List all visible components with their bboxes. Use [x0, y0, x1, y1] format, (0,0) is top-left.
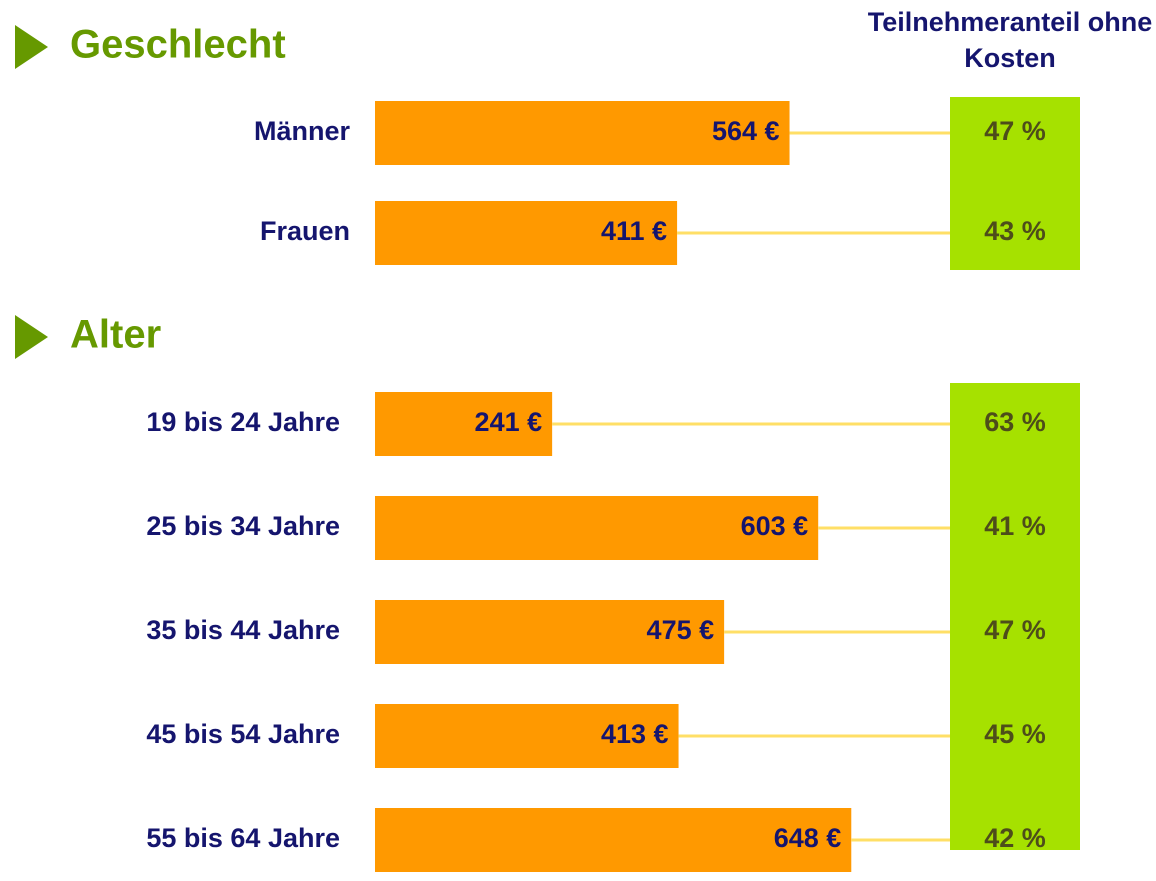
value-label: 411 €: [601, 216, 667, 246]
section-title: Alter: [70, 313, 161, 357]
bar: [375, 600, 725, 664]
value-label: 475 €: [647, 615, 715, 645]
share-column: [950, 383, 1080, 850]
category-label: 45 bis 54 Jahre: [146, 719, 340, 749]
share-label: 45 %: [984, 719, 1046, 749]
value-label: 413 €: [601, 719, 669, 749]
bar: [375, 496, 819, 560]
value-label: 648 €: [774, 823, 842, 853]
category-label: 35 bis 44 Jahre: [146, 615, 340, 645]
category-label: 25 bis 34 Jahre: [146, 511, 340, 541]
section-marker: [15, 315, 48, 359]
share-label: 47 %: [984, 116, 1046, 146]
value-label: 241 €: [475, 407, 543, 437]
share-label: 42 %: [984, 823, 1046, 853]
bar: [375, 704, 679, 768]
section-marker: [15, 25, 48, 69]
share-label: 47 %: [984, 615, 1046, 645]
bar: [375, 201, 678, 265]
share-column: [950, 97, 1080, 270]
value-label: 603 €: [741, 511, 809, 541]
column-title: Teilnehmeranteil ohne Kosten: [867, 7, 1153, 73]
category-label: 19 bis 24 Jahre: [146, 407, 340, 437]
share-label: 41 %: [984, 511, 1046, 541]
section-title: Geschlecht: [70, 23, 286, 67]
share-label: 63 %: [984, 407, 1046, 437]
category-label: 55 bis 64 Jahre: [146, 823, 340, 853]
value-label: 564 €: [712, 116, 780, 146]
bar: [375, 392, 553, 456]
category-label: Männer: [254, 116, 351, 146]
bar: [375, 808, 852, 872]
bar: [375, 101, 790, 165]
share-label: 43 %: [984, 216, 1046, 246]
category-label: Frauen: [260, 216, 350, 246]
